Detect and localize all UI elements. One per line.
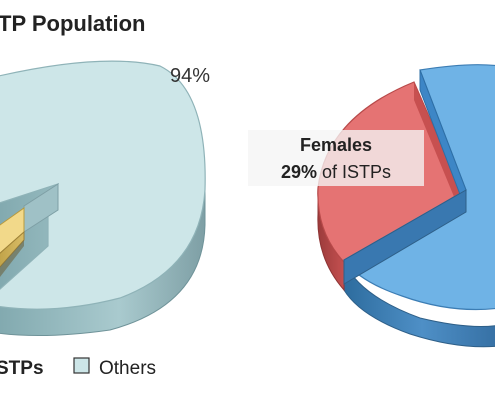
- data-label-others: 94%: [170, 65, 210, 87]
- chart-title: TP Population: [0, 11, 145, 36]
- callout-text: 29% of ISTPs: [281, 162, 391, 182]
- legend-label-istps: STPs: [0, 358, 44, 379]
- pie-cut-face-females: [414, 82, 462, 216]
- legend-label-others: Others: [99, 358, 156, 379]
- pie-slice-side-males: [343, 261, 495, 348]
- legend: STPs Others: [0, 357, 156, 379]
- pie-slice-others: [0, 60, 206, 310]
- callout-title: Females: [300, 135, 372, 155]
- pie-slice-edge-dark: [0, 240, 24, 278]
- callout-rest: of ISTPs: [317, 162, 391, 182]
- callout-value: 29%: [281, 162, 317, 182]
- callout-box: [248, 130, 424, 186]
- legend-swatch-others: [73, 357, 90, 374]
- right-pie-chart: Females 29% of ISTPs: [248, 64, 495, 348]
- pie-cut-face-males-bottom: [343, 189, 467, 285]
- left-pie-chart: 94%: [0, 60, 210, 337]
